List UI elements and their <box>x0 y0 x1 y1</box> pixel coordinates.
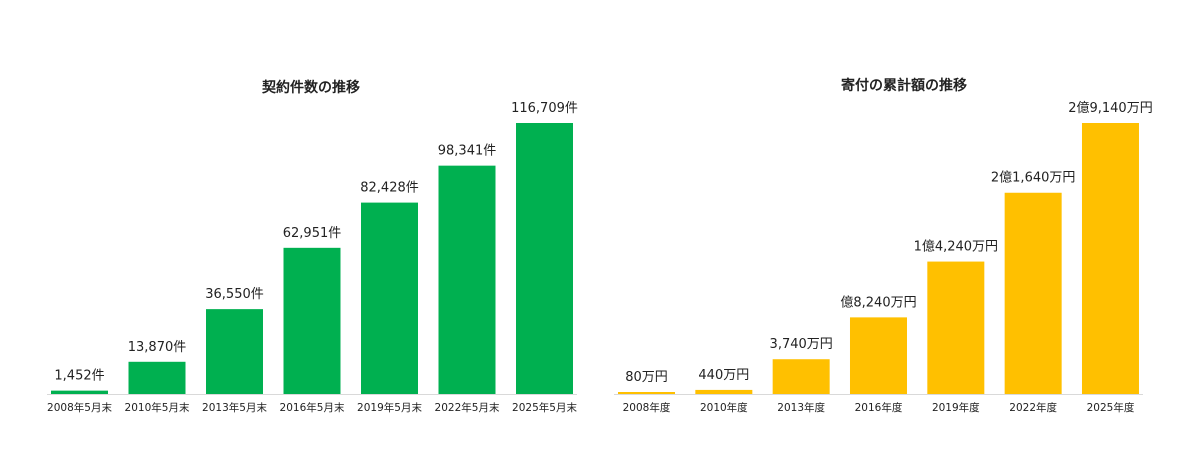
donation-tick-label-2: 2010年度 <box>700 401 748 414</box>
contract-bar-5 <box>361 202 418 394</box>
contract-bar-3 <box>206 309 263 394</box>
donation-data-label-5: 1億4,240万円 <box>914 239 999 255</box>
donation-tick-label-6: 2022年度 <box>1009 401 1057 414</box>
contract-tick-label-1: 2008年5月末 <box>47 401 112 414</box>
donation-bar-1 <box>618 392 675 394</box>
contract-data-label-6: 98,341件 <box>438 144 497 159</box>
contract-data-label-3: 36,550件 <box>205 287 264 302</box>
donation-data-label-4: 億8,240万円 <box>840 294 916 310</box>
contract-bar-7 <box>516 123 573 394</box>
donation-bar-4 <box>849 317 907 394</box>
contract-bar-4 <box>283 247 341 394</box>
donation-bar-7 <box>1081 123 1139 394</box>
contract-tick-label-6: 2022年5月末 <box>435 401 500 414</box>
donation-total-chart: 寄付の累計額の推移 80万円 2008年度 440万円 2010年度 3,740万円 20… <box>614 77 1153 414</box>
contract-bar-1 <box>51 390 108 394</box>
contract-tick-label-7: 2025年5月末 <box>512 401 577 414</box>
contract-data-label-1: 1,452件 <box>54 369 104 384</box>
contract-count-chart-title: 契約件数の推移 <box>261 79 360 96</box>
donation-tick-label-3: 2013年度 <box>777 401 825 414</box>
contract-tick-label-5: 2019年5月末 <box>357 401 422 414</box>
contract-data-label-7: 116,709件 <box>511 101 578 116</box>
donation-data-label-6: 2億1,640万円 <box>991 170 1075 186</box>
contract-tick-label-2: 2010年5月末 <box>125 401 190 414</box>
donation-data-label-7: 2億9,140万円 <box>1068 100 1153 116</box>
donation-total-bars: 80万円 2008年度 440万円 2010年度 3,740万円 2013年度 億8,240… <box>614 100 1153 414</box>
contract-count-chart: 契約件数の推移 1,452件 2008年5月末 13,870件 2010年5月末 36,… <box>47 79 578 414</box>
donation-data-label-2: 440万円 <box>698 368 749 383</box>
donation-data-label-1: 80万円 <box>625 370 668 385</box>
donation-tick-label-4: 2016年度 <box>855 401 903 414</box>
donation-bar-2 <box>695 389 753 394</box>
contract-tick-label-4: 2016年5月末 <box>280 401 345 414</box>
contract-data-label-4: 62,951件 <box>283 226 342 241</box>
donation-tick-label-1: 2008年度 <box>623 401 671 414</box>
donation-bar-5 <box>927 261 985 394</box>
donation-bar-3 <box>772 359 830 394</box>
contract-count-bars: 1,452件 2008年5月末 13,870件 2010年5月末 36,550件 2013… <box>47 101 578 414</box>
contract-data-label-2: 13,870件 <box>128 340 187 355</box>
contract-bar-2 <box>128 361 186 394</box>
donation-total-chart-title: 寄付の累計額の推移 <box>841 77 967 94</box>
donation-bar-6 <box>1004 192 1062 394</box>
donation-data-label-3: 3,740万円 <box>770 337 833 352</box>
contract-bar-6 <box>438 165 496 394</box>
contract-data-label-5: 82,428件 <box>360 181 419 196</box>
donation-tick-label-7: 2025年度 <box>1087 401 1135 414</box>
contract-tick-label-3: 2013年5月末 <box>202 401 267 414</box>
donation-tick-label-5: 2019年度 <box>932 401 980 414</box>
